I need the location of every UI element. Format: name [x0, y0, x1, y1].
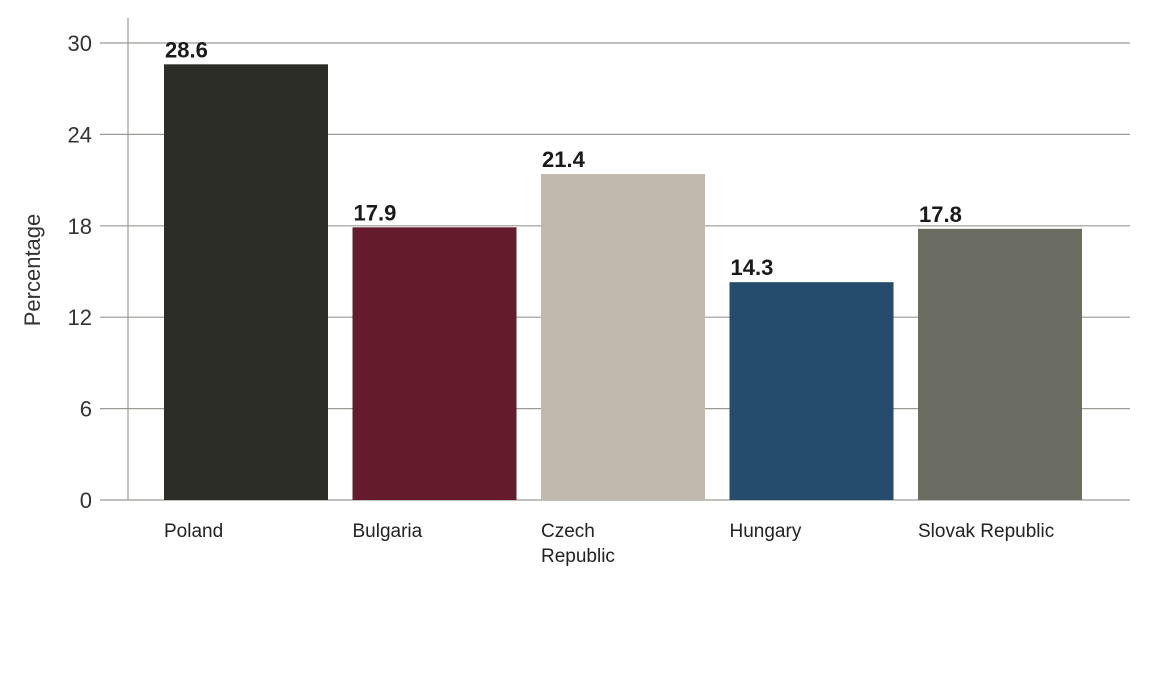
x-tick-label: Poland — [164, 521, 223, 542]
y-tick-label: 18 — [68, 214, 92, 239]
x-tick-label-line: Bulgaria — [353, 521, 423, 542]
bars — [164, 64, 1082, 501]
x-tick-label: Slovak Republic — [918, 521, 1054, 542]
bar-slovak-republic — [918, 228, 1082, 500]
x-tick-label-line: Slovak Republic — [918, 521, 1054, 542]
data-label: 14.3 — [731, 255, 774, 280]
y-axis-ticks: 0 6 12 18 24 30 — [68, 31, 92, 513]
x-tick-label-line: Republic — [541, 546, 615, 567]
y-tick-label: 6 — [80, 397, 92, 422]
x-tick-label-line: Czech — [541, 521, 595, 542]
bar-czech-republic — [541, 174, 705, 501]
x-axis-categories: Poland Bulgaria Czech Republic Hungary Slovak… — [164, 521, 1054, 567]
y-tick-label: 12 — [68, 305, 92, 330]
x-tick-label: Hungary — [730, 521, 802, 542]
y-tick-label: 30 — [68, 31, 92, 56]
data-labels: 28.6 17.9 21.4 14.3 17.8 — [165, 37, 962, 280]
data-label: 17.9 — [354, 200, 397, 225]
y-axis-title: Percentage — [20, 214, 45, 327]
x-tick-label-line: Poland — [164, 521, 223, 542]
data-label: 21.4 — [542, 147, 586, 172]
bar-hungary — [729, 282, 894, 500]
data-label: 17.8 — [919, 202, 962, 227]
y-tick-label: 24 — [68, 122, 92, 147]
bar-poland — [164, 64, 328, 501]
x-tick-label: Bulgaria — [353, 521, 423, 542]
x-tick-label-line: Hungary — [730, 521, 802, 542]
x-tick-label: Czech Republic — [541, 521, 615, 567]
y-tick-label: 0 — [80, 488, 92, 513]
bar-bulgaria — [352, 227, 517, 500]
data-label: 28.6 — [165, 37, 208, 62]
